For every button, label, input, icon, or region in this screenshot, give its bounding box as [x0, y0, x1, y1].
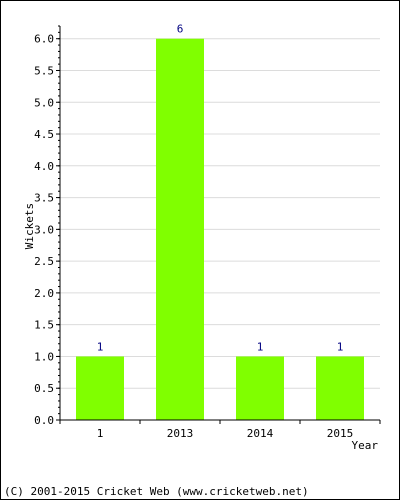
y-tick-label: 6.0: [34, 33, 54, 46]
y-tick-label: 2.5: [34, 255, 54, 268]
x-tick-label-2013: 2013: [167, 427, 194, 440]
bar-1: [76, 356, 124, 420]
bar-2014: [236, 356, 284, 420]
y-tick-label: 1.0: [34, 350, 54, 363]
y-tick-label: 1.5: [34, 319, 54, 332]
y-tick-label: 5.5: [34, 64, 54, 77]
y-tick-label: 0.5: [34, 382, 54, 395]
x-tick-label-1: 1: [97, 427, 104, 440]
data-label-1: 1: [97, 340, 104, 353]
x-axis-title: Year: [352, 439, 379, 452]
data-label-2013: 6: [177, 23, 184, 36]
x-tick-label-2015: 2015: [327, 427, 354, 440]
bar-2015: [316, 356, 364, 420]
grid-lines: [60, 38, 380, 389]
axes: [56, 25, 381, 424]
y-tick-label: 0.0: [34, 414, 54, 427]
labels: 0.0 0.5 1.0 1.5 2.0 2.5 3.0 3.5 4.0 4.5 5.0 5.5 6.0 1…: [34, 23, 353, 440]
data-label-2015: 1: [337, 340, 344, 353]
y-tick-label: 3.0: [34, 223, 54, 236]
copyright-text: (C) 2001-2015 Cricket Web (www.cricketwe…: [4, 485, 309, 498]
bars: [76, 38, 364, 420]
data-label-2014: 1: [257, 340, 264, 353]
bar-2013: [156, 38, 204, 420]
y-axis-title: Wickets: [23, 203, 36, 249]
y-tick-label: 5.0: [34, 96, 54, 109]
x-tick-label-2014: 2014: [247, 427, 274, 440]
y-tick-label: 3.5: [34, 192, 54, 205]
y-tick-label: 2.0: [34, 287, 54, 300]
y-tick-label: 4.0: [34, 160, 54, 173]
y-tick-label: 4.5: [34, 128, 54, 141]
